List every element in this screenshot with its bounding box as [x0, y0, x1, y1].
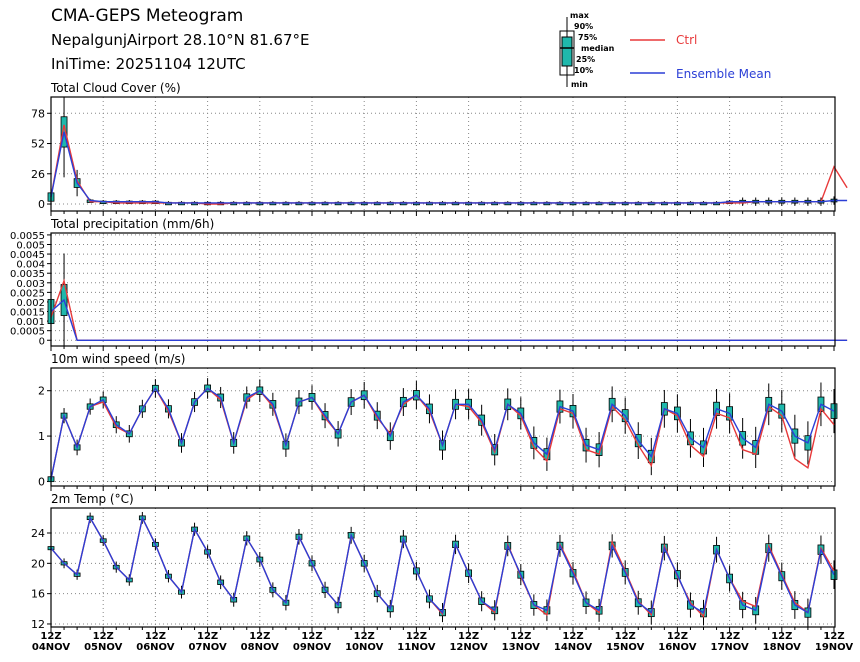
y-tick-label: 24 — [31, 527, 45, 540]
ctrl-series-line — [50, 515, 835, 618]
ctrl-series-line — [50, 124, 848, 205]
panel-frame — [50, 232, 836, 347]
y-tick-label: 1 — [38, 430, 45, 443]
legend-label-min: min — [571, 80, 588, 89]
x-tick-date: 16NOV — [658, 642, 697, 653]
init-time-label: IniTime: 20251104 12UTC — [51, 55, 246, 73]
x-tick-date: 14NOV — [554, 642, 593, 653]
mean-series-line — [50, 298, 848, 341]
y-tick-label: 0.0025 — [10, 288, 45, 299]
y-tick-label: 0.001 — [16, 317, 45, 328]
x-tick-hour: 12Z — [249, 631, 270, 642]
legend-mean-label: Ensemble Mean — [676, 67, 771, 81]
y-tick-label: 0 — [38, 198, 45, 211]
x-tick-date: 09NOV — [293, 642, 332, 653]
x-tick-date: 17NOV — [710, 642, 749, 653]
legend-outer-box — [559, 30, 575, 76]
box — [830, 403, 838, 419]
panel-frame — [50, 367, 836, 487]
x-tick-date: 04NOV — [32, 642, 71, 653]
x-tick-date: 05NOV — [84, 642, 123, 653]
x-tick-hour: 12Z — [458, 631, 479, 642]
y-tick-label: 0.002 — [16, 298, 45, 309]
legend-label-90pct: 90% — [574, 22, 593, 31]
x-tick-date: 13NOV — [502, 642, 541, 653]
x-tick-hour: 12Z — [40, 631, 61, 642]
y-tick-label: 0 — [38, 475, 45, 488]
legend-label-median: median — [581, 44, 615, 53]
y-tick-label: 26 — [31, 168, 45, 181]
y-tick-label: 78 — [31, 107, 45, 120]
y-tick-label: 0.0005 — [10, 327, 45, 338]
y-tick-label: 0 — [39, 336, 45, 347]
x-tick-hour: 12Z — [823, 631, 844, 642]
x-tick-hour: 12Z — [301, 631, 322, 642]
x-tick-hour: 12Z — [667, 631, 688, 642]
x-tick-hour: 12Z — [771, 631, 792, 642]
y-tick-label: 20 — [31, 557, 45, 570]
x-tick-date: 18NOV — [763, 642, 802, 653]
x-tick-hour: 12Z — [93, 631, 114, 642]
x-tick-hour: 12Z — [510, 631, 531, 642]
x-tick-hour: 12Z — [719, 631, 740, 642]
panel-title-1: Total precipitation (mm/6h) — [50, 217, 214, 231]
x-tick-date: 08NOV — [241, 642, 280, 653]
y-tick-label: 0.0015 — [10, 308, 45, 319]
y-tick-label: 0.003 — [16, 279, 45, 290]
y-tick-label: 52 — [31, 138, 45, 151]
x-tick-date: 11NOV — [397, 642, 436, 653]
legend-box — [561, 36, 573, 67]
panel-frame — [50, 96, 836, 212]
y-tick-label: 0.0035 — [10, 269, 45, 280]
x-tick-date: 19NOV — [815, 642, 854, 653]
x-tick-hour: 12Z — [562, 631, 583, 642]
y-tick-label: 0.005 — [16, 240, 45, 251]
legend-ctrl-label: Ctrl — [676, 33, 697, 47]
x-tick-hour: 12Z — [197, 631, 218, 642]
panel-title-0: Total Cloud Cover (%) — [50, 81, 181, 95]
legend-label-75pct: 75% — [578, 33, 597, 42]
panel-frame — [50, 507, 836, 628]
mean-series-line — [50, 515, 835, 615]
x-tick-date: 07NOV — [188, 642, 227, 653]
y-tick-label: 12 — [31, 618, 45, 631]
y-tick-label: 0.004 — [16, 260, 45, 271]
x-tick-hour: 12Z — [615, 631, 636, 642]
y-tick-label: 0.0055 — [10, 231, 45, 242]
x-tick-hour: 12Z — [406, 631, 427, 642]
x-tick-date: 15NOV — [606, 642, 645, 653]
station-label: NepalgunjAirport 28.10°N 81.67°E — [51, 31, 310, 49]
mean-series-line — [50, 131, 848, 204]
legend-label-max: max — [570, 11, 590, 20]
chart-title: CMA-GEPS Meteogram — [51, 6, 244, 26]
legend-label-10pct: 10% — [574, 66, 593, 75]
x-tick-hour: 12Z — [354, 631, 375, 642]
y-tick-label: 16 — [31, 588, 45, 601]
y-tick-label: 0.0045 — [10, 250, 45, 261]
y-tick-label: 2 — [38, 385, 45, 398]
x-tick-date: 10NOV — [345, 642, 384, 653]
x-tick-date: 06NOV — [136, 642, 175, 653]
ctrl-series-line — [50, 278, 848, 341]
legend-label-25pct: 25% — [576, 55, 595, 64]
x-tick-date: 12NOV — [449, 642, 488, 653]
mean-series-line — [50, 387, 835, 480]
x-tick-hour: 12Z — [145, 631, 166, 642]
panel-title-3: 2m Temp (°C) — [51, 492, 134, 506]
panel-title-2: 10m wind speed (m/s) — [51, 352, 185, 366]
